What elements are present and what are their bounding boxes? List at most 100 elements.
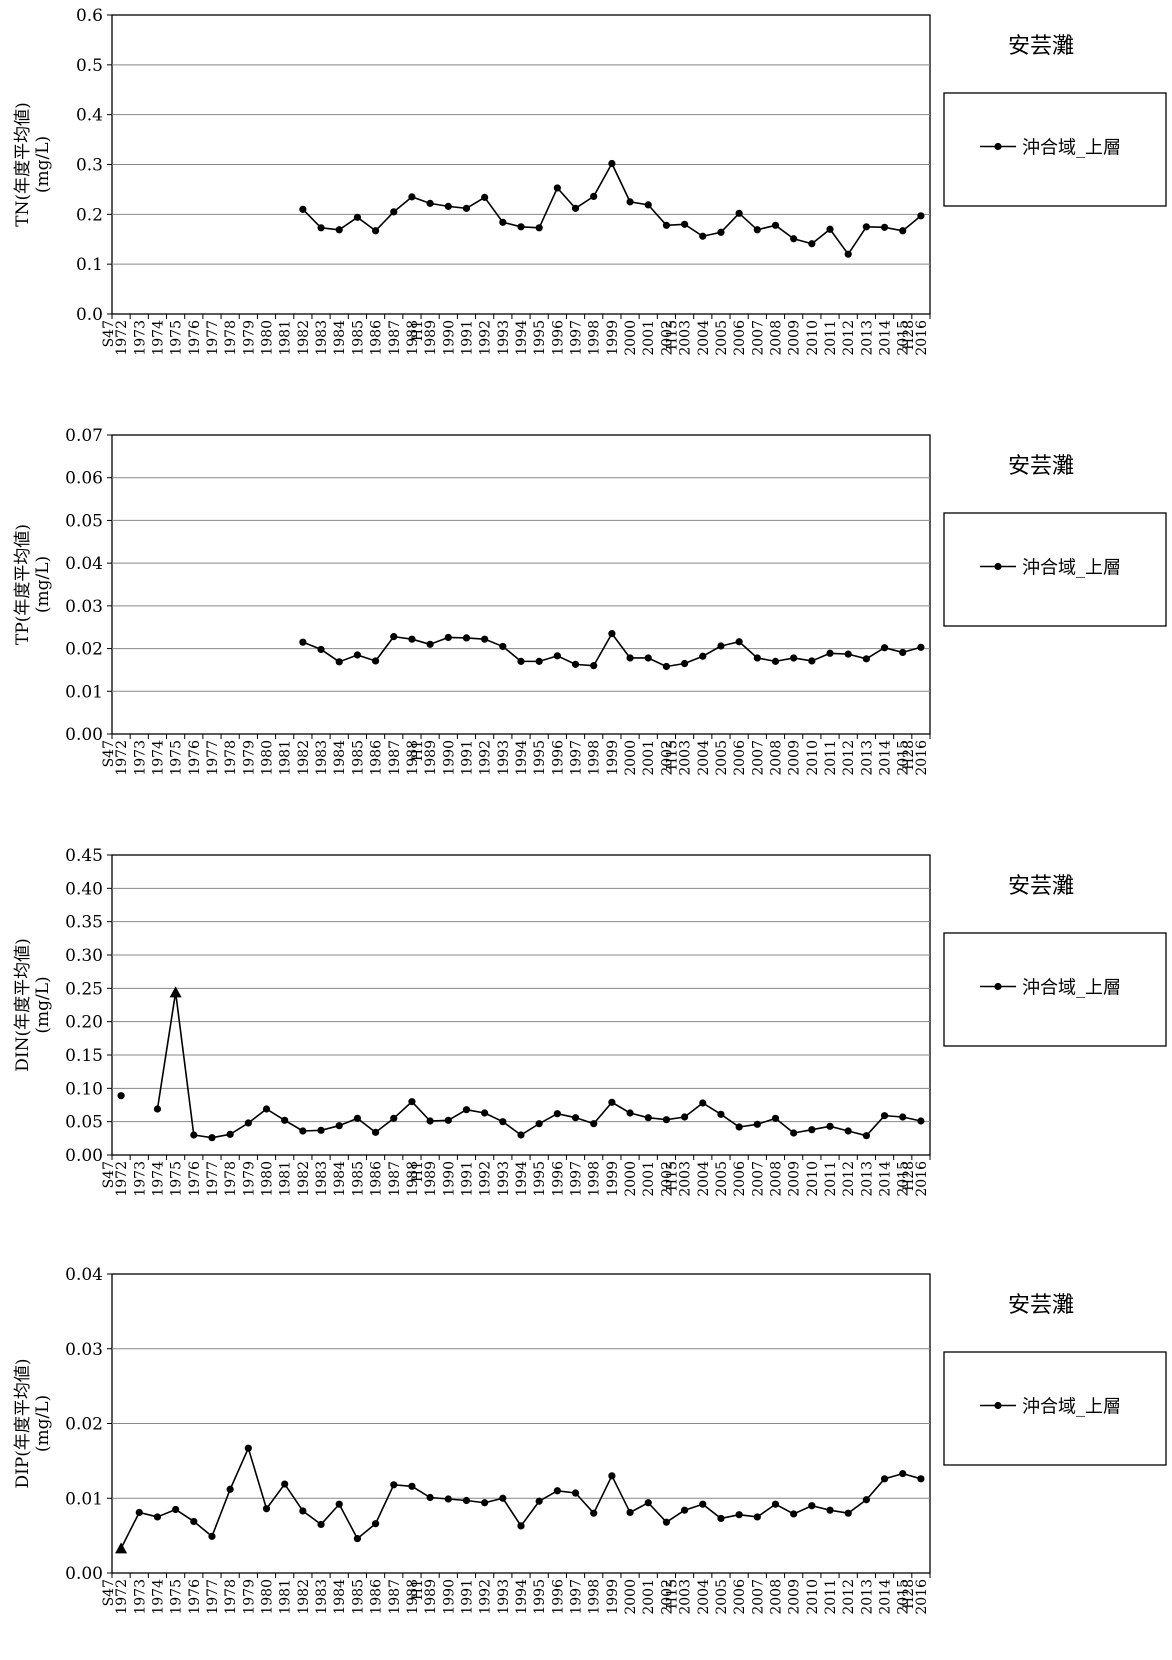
x-tick-label: 2002 xyxy=(659,320,675,356)
data-point xyxy=(462,634,471,642)
x-tick-label: 1978 xyxy=(223,1579,239,1615)
x-tick-label: 2004 xyxy=(696,320,712,356)
data-point xyxy=(499,1494,507,1502)
x-tick-label: 2011 xyxy=(823,1579,839,1615)
data-point xyxy=(408,1482,416,1490)
data-point xyxy=(408,635,416,643)
x-tick-label: 1976 xyxy=(187,1161,203,1197)
data-point xyxy=(626,1109,634,1117)
x-tick-label: 2014 xyxy=(878,740,894,776)
data-point xyxy=(371,1520,380,1528)
region-title: 安芸灘 xyxy=(1008,34,1074,59)
data-point xyxy=(408,193,416,201)
x-tick-label: 2002 xyxy=(659,1161,675,1197)
era-label: H1 xyxy=(410,320,426,341)
x-tick-label: 1992 xyxy=(478,1161,494,1197)
data-point xyxy=(262,1505,271,1513)
x-tick-label: 1993 xyxy=(496,320,512,356)
x-tick-label: 1972 xyxy=(114,1579,130,1615)
x-tick-label: 1991 xyxy=(459,1161,475,1197)
data-point xyxy=(699,652,707,660)
x-tick-label: 1989 xyxy=(423,1579,439,1615)
x-tick-label: 2004 xyxy=(696,1579,712,1615)
y-tick-label: 0.10 xyxy=(65,1079,103,1099)
data-point xyxy=(462,1106,471,1114)
x-tick-label: 1972 xyxy=(114,740,130,776)
x-tick-label: 2009 xyxy=(787,1579,803,1615)
y-tick-label: 0.00 xyxy=(65,1564,103,1584)
plot-area xyxy=(111,434,931,735)
y-tick-label: 0.4 xyxy=(76,106,103,126)
x-tick-label: 1984 xyxy=(332,1161,348,1197)
x-tick-label: 1977 xyxy=(205,1161,221,1197)
legend-box xyxy=(943,512,1167,627)
data-point xyxy=(281,1116,289,1124)
data-point xyxy=(499,218,507,226)
x-tick-label: 1980 xyxy=(260,740,276,776)
series-line-segment xyxy=(865,1115,886,1137)
legend-marker xyxy=(994,1401,1002,1410)
chart-1: 0.00 0.01 0.02 0.03 0.04 0.05 0.06 0.07 TP(年度平均値… xyxy=(13,426,1167,776)
data-point xyxy=(608,159,616,168)
data-point xyxy=(826,1506,834,1514)
x-tick-label: 1987 xyxy=(387,320,403,356)
plot-area xyxy=(111,854,931,1156)
x-tick-label: 1993 xyxy=(496,1161,512,1197)
era-label: H28 xyxy=(901,1579,917,1609)
series-line-segment xyxy=(702,1503,722,1520)
series-line-segment xyxy=(738,641,758,659)
y-tick-label: 0.05 xyxy=(65,1113,103,1133)
data-point xyxy=(226,1130,234,1138)
data-point xyxy=(172,1505,180,1514)
x-tick-label: 1990 xyxy=(441,320,457,356)
data-point xyxy=(299,638,307,646)
x-tick-label: 1998 xyxy=(587,1579,603,1615)
data-point xyxy=(790,1510,798,1518)
data-point xyxy=(571,660,580,668)
series-line-segment xyxy=(611,1475,631,1513)
data-point xyxy=(390,1114,398,1122)
legend-label: 沖合域_上層 xyxy=(1022,138,1121,159)
data-point xyxy=(353,1114,361,1122)
region-title: 安芸灘 xyxy=(1008,874,1074,899)
series-line-segment xyxy=(411,1101,431,1122)
series-line-segment xyxy=(574,1492,595,1514)
series-line-segment xyxy=(483,196,504,223)
y-tick-label: 0.3 xyxy=(76,156,103,176)
x-tick-label: 1987 xyxy=(387,1579,403,1615)
y-axis-title: TN(年度平均値) xyxy=(13,102,33,226)
data-point xyxy=(790,1129,798,1137)
data-point xyxy=(844,650,852,658)
era-label: H28 xyxy=(901,320,917,350)
x-tick-label: 2016 xyxy=(914,320,930,356)
data-point xyxy=(644,654,652,662)
x-tick-label: 1992 xyxy=(478,1579,494,1615)
data-point xyxy=(317,224,325,232)
y-tick-label: 0.0 xyxy=(76,305,103,325)
y-tick-label: 0.01 xyxy=(65,1489,103,1509)
data-point xyxy=(444,1116,452,1124)
data-point xyxy=(553,1487,561,1495)
era-label: H1 xyxy=(410,1161,426,1182)
era-label: H28 xyxy=(901,1161,917,1191)
x-tick-label: 1997 xyxy=(569,1161,585,1197)
series-line-segment xyxy=(356,216,377,232)
x-tick-label: 1975 xyxy=(169,320,185,356)
x-tick-label: 2013 xyxy=(859,320,875,356)
x-tick-label: 2007 xyxy=(750,1161,766,1197)
legend-box xyxy=(943,1351,1167,1466)
series-line-segment xyxy=(593,163,613,197)
x-tick-label: 1977 xyxy=(205,740,221,776)
data-point xyxy=(244,1444,252,1452)
data-point xyxy=(299,1507,307,1515)
data-point xyxy=(371,657,380,665)
data-point xyxy=(499,1118,507,1126)
series-line-segment xyxy=(847,226,868,255)
data-point xyxy=(153,1105,162,1113)
x-tick-label: 2011 xyxy=(823,1161,839,1197)
data-point xyxy=(790,235,798,243)
series-line-segment xyxy=(211,1488,231,1537)
x-tick-label: 2005 xyxy=(714,1161,730,1197)
series-line-segment xyxy=(374,636,395,662)
x-tick-label: 1973 xyxy=(132,740,148,776)
